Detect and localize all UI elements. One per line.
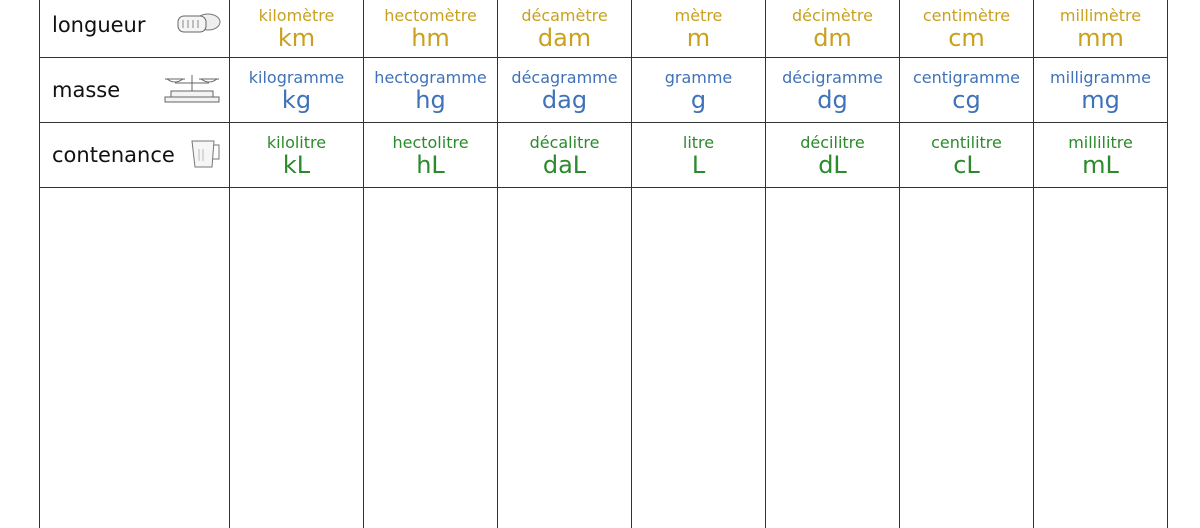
unit-symbol: cL: [900, 152, 1033, 178]
category-label: longueur: [52, 13, 146, 37]
unit-name: décilitre: [766, 133, 899, 152]
unit-symbol: L: [632, 152, 765, 178]
unit-name: centigramme: [900, 68, 1033, 87]
balance-scale-icon: [161, 71, 223, 110]
empty-cell: [230, 188, 364, 528]
unit-symbol: hg: [364, 87, 497, 113]
empty-row: [40, 188, 1168, 528]
unit-name: décimètre: [766, 6, 899, 25]
empty-cell: [498, 188, 632, 528]
unit-symbol: dm: [766, 25, 899, 51]
empty-cell: [40, 188, 230, 528]
empty-cell: [364, 188, 498, 528]
measuring-jug-icon: [189, 137, 223, 174]
unit-symbol: hL: [364, 152, 497, 178]
unit-symbol: m: [632, 25, 765, 51]
unit-name: hectogramme: [364, 68, 497, 87]
unit-name: centimètre: [900, 6, 1033, 25]
unit-symbol: dg: [766, 87, 899, 113]
unit-symbol: daL: [498, 152, 631, 178]
unit-name: mètre: [632, 6, 765, 25]
category-label: masse: [52, 78, 120, 102]
unit-symbol: mL: [1034, 152, 1167, 178]
unit-name: centilitre: [900, 133, 1033, 152]
unit-symbol: km: [230, 25, 363, 51]
unit-symbol: kg: [230, 87, 363, 113]
measuring-tape-icon: [175, 10, 223, 41]
unit-name: décamètre: [498, 6, 631, 25]
unit-name: hectomètre: [364, 6, 497, 25]
unit-name: kilogramme: [230, 68, 363, 87]
unit-name: hectolitre: [364, 133, 497, 152]
unit-name: litre: [632, 133, 765, 152]
category-label: contenance: [52, 143, 175, 167]
unit-name: millilitre: [1034, 133, 1167, 152]
unit-symbol: cm: [900, 25, 1033, 51]
unit-name: kilolitre: [230, 133, 363, 152]
empty-cell: [766, 188, 900, 528]
unit-symbol: cg: [900, 87, 1033, 113]
empty-cell: [632, 188, 766, 528]
unit-symbol: dam: [498, 25, 631, 51]
empty-cell: [900, 188, 1034, 528]
unit-symbol: dL: [766, 152, 899, 178]
unit-symbol: kL: [230, 152, 363, 178]
category-cell: longueur: [40, 0, 230, 58]
unit-name: décalitre: [498, 133, 631, 152]
unit-symbol: g: [632, 87, 765, 113]
unit-symbol: mm: [1034, 25, 1167, 51]
category-cell: contenance: [40, 123, 230, 188]
unit-symbol: mg: [1034, 87, 1167, 113]
unit-name: millimètre: [1034, 6, 1167, 25]
unit-symbol: hm: [364, 25, 497, 51]
unit-name: décagramme: [498, 68, 631, 87]
unit-name: gramme: [632, 68, 765, 87]
unit-name: décigramme: [766, 68, 899, 87]
unit-name: milligramme: [1034, 68, 1167, 87]
category-cell: masse: [40, 58, 230, 123]
unit-name: kilomètre: [230, 6, 363, 25]
unit-symbol: dag: [498, 87, 631, 113]
empty-cell: [1034, 188, 1168, 528]
